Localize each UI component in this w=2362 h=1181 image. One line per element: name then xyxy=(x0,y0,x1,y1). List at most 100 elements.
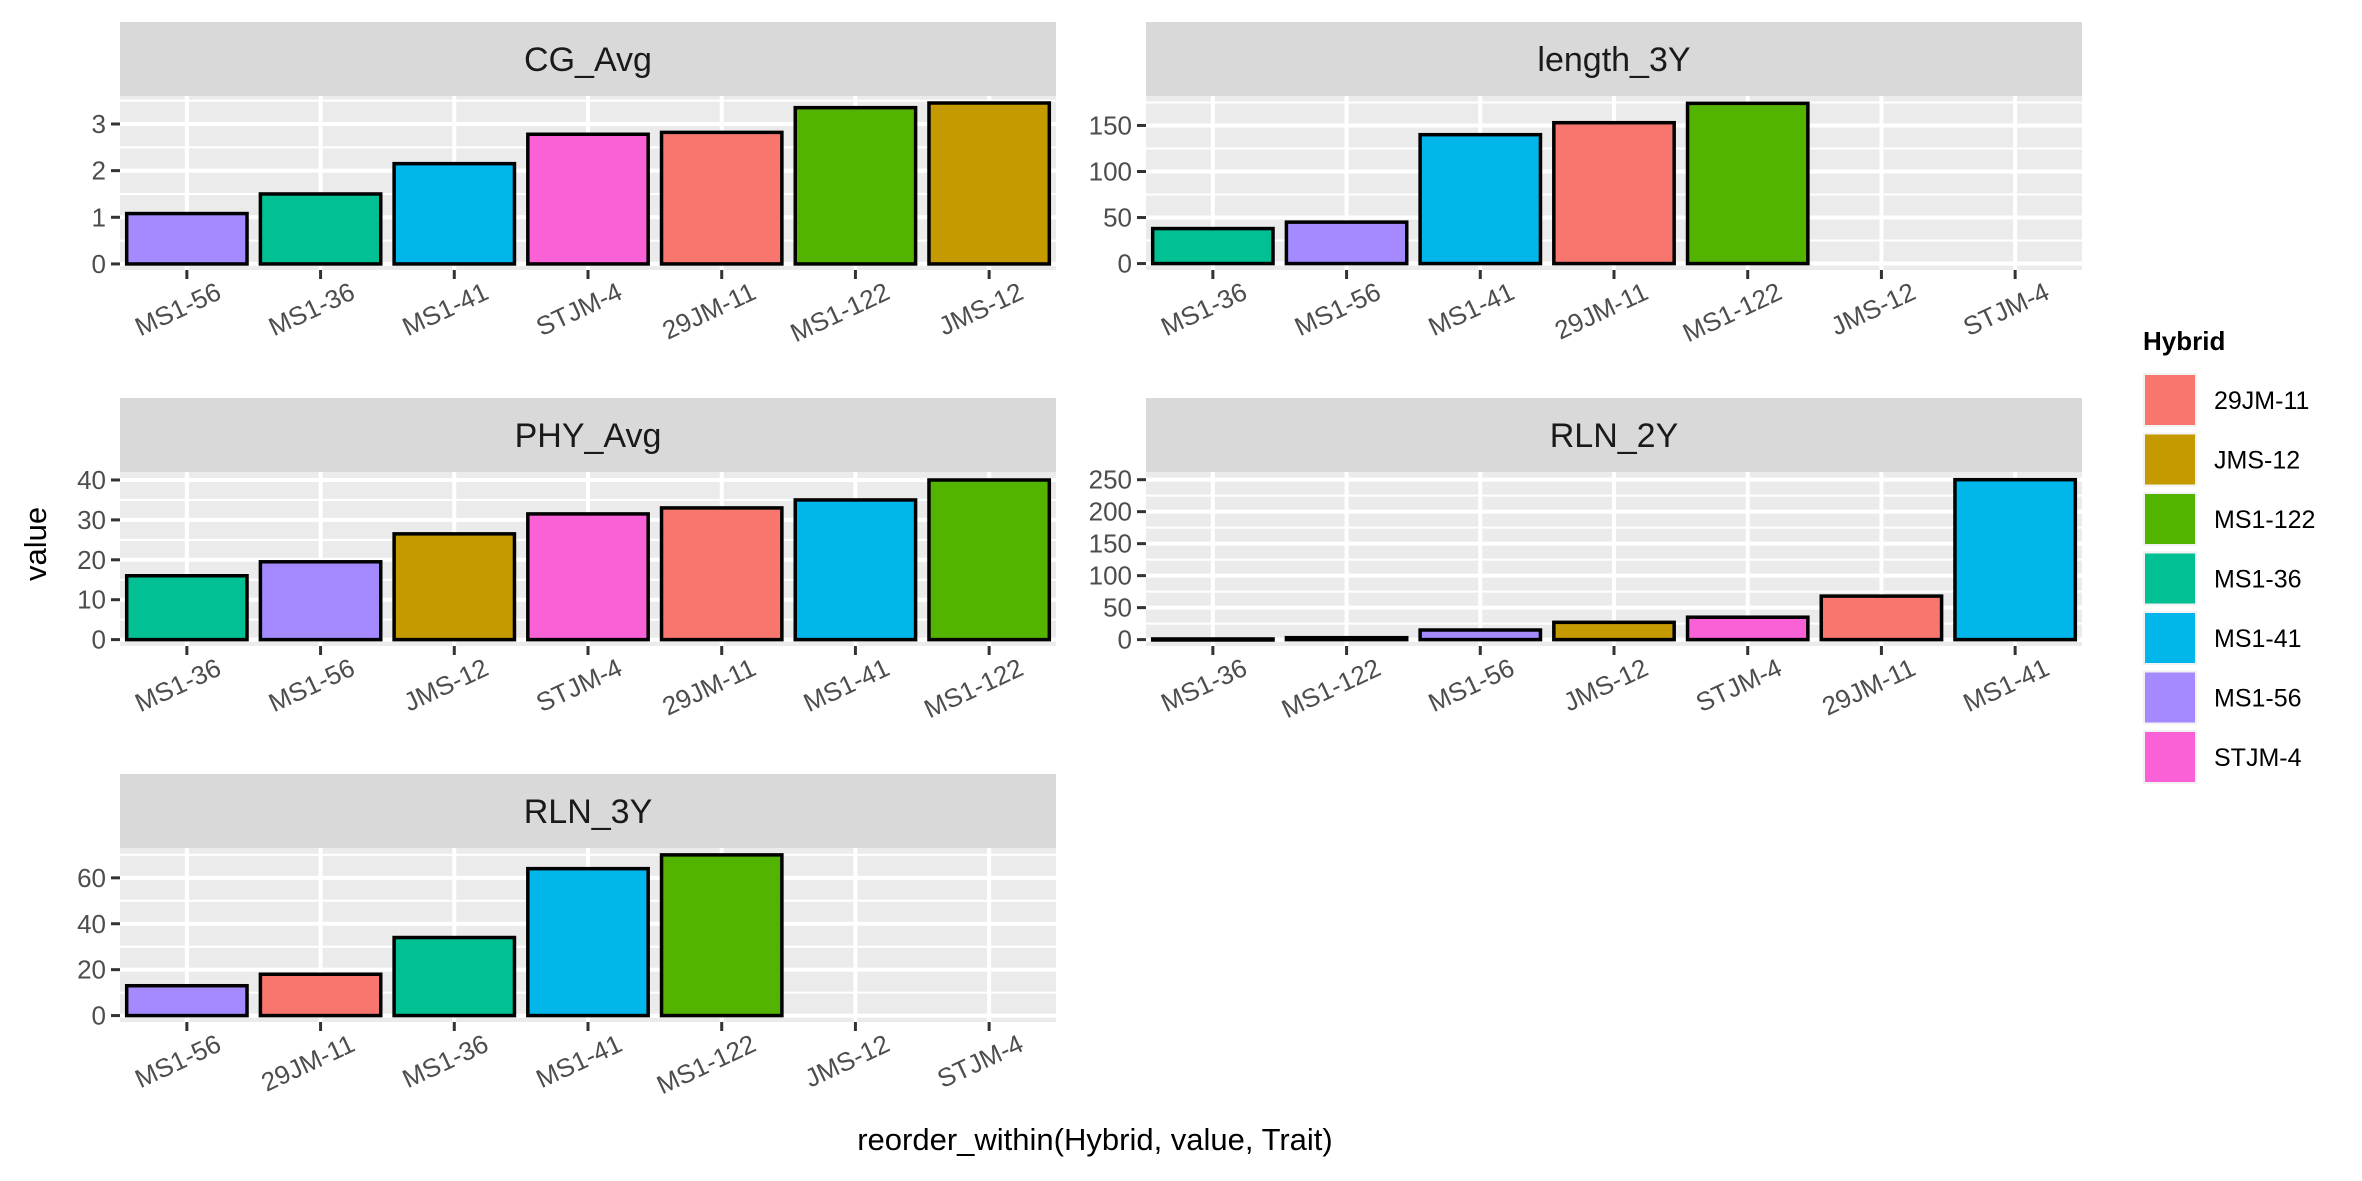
legend-swatch xyxy=(2145,494,2195,544)
bar-RLN_2Y-29JM-11 xyxy=(1819,594,1944,642)
y-tick-label: 0 xyxy=(92,249,106,279)
facet-strip xyxy=(1146,398,2082,472)
y-tick-label: 40 xyxy=(77,909,106,939)
x-tick-label: 29JM-11 xyxy=(256,1028,359,1097)
legend-label: STJM-4 xyxy=(2214,744,2302,772)
panels-layer: CG_Avg 0 1 2 3 MS1-56 MS1-36 MS1-41 STJM-4 29JM-1… xyxy=(77,22,2082,1100)
legend-label: MS1-56 xyxy=(2214,685,2302,713)
y-tick-label: 200 xyxy=(1089,497,1132,527)
facet-strip-label: RLN_3Y xyxy=(524,793,653,831)
x-tick-label: MS1-122 xyxy=(919,652,1027,724)
y-tick-label: 150 xyxy=(1089,529,1132,559)
x-tick-label: MS1-36 xyxy=(264,276,359,342)
legend-swatch xyxy=(2145,613,2195,663)
bar-RLN_3Y-29JM-11 xyxy=(258,972,383,1018)
bar-PHY_Avg-29JM-11 xyxy=(659,506,784,642)
legend-item-JMS-12: JMS-12 xyxy=(2143,432,2300,487)
x-tick-label: MS1-41 xyxy=(799,652,894,718)
bar-RLN_2Y-STJM-4 xyxy=(1685,615,1810,642)
x-tick-label: MS1-36 xyxy=(130,652,225,718)
legend-swatch xyxy=(2145,434,2195,485)
facet-panel-CG_Avg: CG_Avg 0 1 2 3 MS1-56 MS1-36 MS1-41 STJM-4 29JM-1… xyxy=(92,22,1056,348)
bar-RLN_2Y-JMS-12 xyxy=(1552,620,1676,642)
facet-strip xyxy=(120,774,1056,848)
bar-CG_Avg-STJM-4 xyxy=(526,132,650,266)
facet-panel-PHY_Avg: PHY_Avg 0 10 20 30 40 MS1-36 MS1-56 JMS-12 STJM-4… xyxy=(77,398,1056,724)
y-axis-title: value xyxy=(18,507,53,581)
legend-swatch xyxy=(2145,732,2195,782)
bar-RLN_2Y-MS1-56 xyxy=(1418,628,1543,642)
bar-length_3Y-MS1-122 xyxy=(1685,101,1810,266)
y-tick-label: 20 xyxy=(77,955,106,985)
x-tick-label: MS1-36 xyxy=(1156,276,1251,342)
legend-item-29JM-11: 29JM-11 xyxy=(2143,373,2309,427)
legend-label: MS1-122 xyxy=(2214,506,2315,534)
x-tick-label: MS1-56 xyxy=(1290,276,1385,342)
y-tick-label: 10 xyxy=(77,585,106,615)
legend-item-MS1-41: MS1-41 xyxy=(2143,611,2302,665)
legend-swatch xyxy=(2145,553,2195,604)
x-tick-label: JMS-12 xyxy=(1826,276,1920,341)
bar-CG_Avg-JMS-12 xyxy=(927,101,1052,266)
bar-RLN_2Y-MS1-122 xyxy=(1284,635,1409,642)
legend-item-STJM-4: STJM-4 xyxy=(2143,730,2302,784)
x-axis-title: reorder_within(Hybrid, value, Trait) xyxy=(857,1122,1333,1157)
x-tick-label: 29JM-11 xyxy=(1550,276,1653,345)
bar-length_3Y-29JM-11 xyxy=(1552,120,1676,266)
y-tick-label: 3 xyxy=(92,109,106,139)
x-tick-label: STJM-4 xyxy=(933,1028,1028,1094)
bar-CG_Avg-MS1-41 xyxy=(392,161,517,266)
facet-strip xyxy=(120,22,1056,96)
bar-CG_Avg-MS1-36 xyxy=(258,192,383,266)
x-tick-label: 29JM-11 xyxy=(658,276,761,345)
x-tick-label: MS1-41 xyxy=(531,1028,626,1094)
y-tick-label: 50 xyxy=(1103,203,1132,233)
x-tick-label: MS1-41 xyxy=(1958,652,2053,718)
legend-label: 29JM-11 xyxy=(2214,387,2309,415)
facet-strip-label: RLN_2Y xyxy=(1550,417,1679,455)
y-tick-label: 0 xyxy=(1118,249,1132,279)
y-tick-label: 40 xyxy=(77,465,106,495)
x-tick-label: STJM-4 xyxy=(1691,652,1786,718)
y-tick-label: 30 xyxy=(77,505,106,535)
x-tick-label: MS1-41 xyxy=(398,276,493,342)
facet-strip-label: CG_Avg xyxy=(524,41,652,79)
y-tick-label: 0 xyxy=(1118,625,1132,655)
legend-swatch xyxy=(2145,672,2195,723)
legend-label: MS1-36 xyxy=(2214,566,2302,594)
legend: Hybrid 29JM-11 JMS-12 MS1-122 MS1-36 MS1-41 M… xyxy=(2143,326,2315,784)
x-tick-label: MS1-56 xyxy=(264,652,359,718)
bar-RLN_3Y-MS1-36 xyxy=(392,935,517,1018)
x-tick-label: 29JM-11 xyxy=(658,652,761,721)
y-tick-label: 100 xyxy=(1089,156,1132,186)
y-tick-label: 150 xyxy=(1089,110,1132,140)
y-tick-label: 60 xyxy=(77,863,106,893)
y-tick-label: 250 xyxy=(1089,465,1132,495)
bar-PHY_Avg-MS1-36 xyxy=(124,574,249,642)
y-tick-label: 100 xyxy=(1089,561,1132,591)
y-tick-label: 0 xyxy=(92,1001,106,1031)
x-tick-label: STJM-4 xyxy=(531,652,626,718)
bar-PHY_Avg-MS1-56 xyxy=(258,560,383,642)
x-tick-label: JMS-12 xyxy=(399,652,493,717)
legend-items: 29JM-11 JMS-12 MS1-122 MS1-36 MS1-41 MS1-56 ST… xyxy=(2143,373,2315,784)
x-tick-label: MS1-56 xyxy=(1424,652,1519,718)
x-tick-label: MS1-36 xyxy=(1156,652,1251,718)
bar-length_3Y-MS1-36 xyxy=(1150,226,1275,266)
bar-CG_Avg-29JM-11 xyxy=(659,130,784,266)
x-tick-label: MS1-122 xyxy=(786,276,894,348)
y-tick-label: 0 xyxy=(92,625,106,655)
bar-PHY_Avg-STJM-4 xyxy=(526,512,650,642)
facet-strip xyxy=(1146,22,2082,96)
x-tick-label: 29JM-11 xyxy=(1817,652,1920,721)
x-tick-label: MS1-56 xyxy=(130,276,225,342)
facet-strip-label: PHY_Avg xyxy=(515,417,662,455)
bar-length_3Y-MS1-41 xyxy=(1418,132,1543,266)
facet-panel-RLN_3Y: RLN_3Y 0 20 40 60 MS1-56 29JM-11 MS1-36 MS1-41 MS… xyxy=(77,774,1056,1100)
y-tick-label: 1 xyxy=(92,202,106,232)
legend-title: Hybrid xyxy=(2143,326,2225,356)
x-tick-label: MS1-122 xyxy=(1678,276,1786,348)
bar-PHY_Avg-MS1-41 xyxy=(793,498,918,642)
